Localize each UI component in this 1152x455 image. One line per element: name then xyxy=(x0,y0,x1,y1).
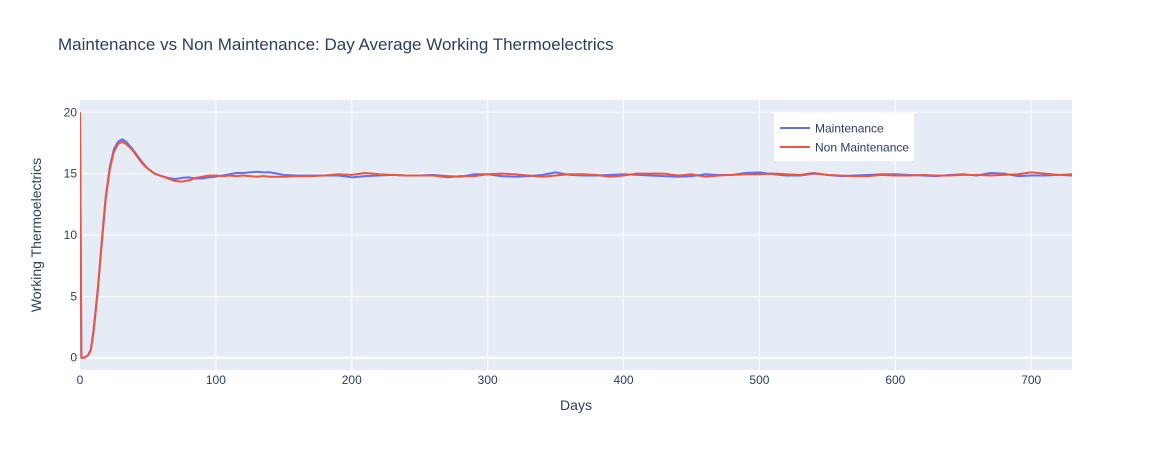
legend[interactable]: Maintenance Non Maintenance xyxy=(774,113,914,161)
x-tick-label: 500 xyxy=(749,373,769,387)
legend-item-maintenance[interactable]: Maintenance xyxy=(780,122,884,136)
y-tick-label: 5 xyxy=(70,289,77,303)
x-tick-label: 700 xyxy=(1021,373,1041,387)
y-tick-label: 15 xyxy=(64,167,78,181)
x-axis-title: Days xyxy=(560,397,592,413)
legend-label-maintenance: Maintenance xyxy=(815,122,884,136)
x-tick-label: 300 xyxy=(478,373,498,387)
x-tick-label: 100 xyxy=(206,373,226,387)
legend-box xyxy=(774,113,914,161)
legend-item-non-maintenance[interactable]: Non Maintenance xyxy=(780,141,909,155)
x-tick-label: 400 xyxy=(614,373,634,387)
chart-title: Maintenance vs Non Maintenance: Day Aver… xyxy=(58,35,614,54)
series-lines xyxy=(80,112,1072,359)
y-tick-label: 0 xyxy=(70,351,77,365)
y-axis-title: Working Thermoelectrics xyxy=(28,158,44,312)
x-tick-label: 200 xyxy=(342,373,362,387)
x-tick-label: 600 xyxy=(885,373,905,387)
tick-labels: 0 100 200 300 400 500 600 700 0 5 10 15 20 xyxy=(64,105,1042,387)
legend-label-non-maintenance: Non Maintenance xyxy=(815,141,909,155)
series-line-non-maintenance[interactable] xyxy=(80,112,1072,359)
y-tick-label: 10 xyxy=(64,228,78,242)
x-tick-label: 0 xyxy=(77,373,84,387)
y-tick-label: 20 xyxy=(64,105,78,119)
